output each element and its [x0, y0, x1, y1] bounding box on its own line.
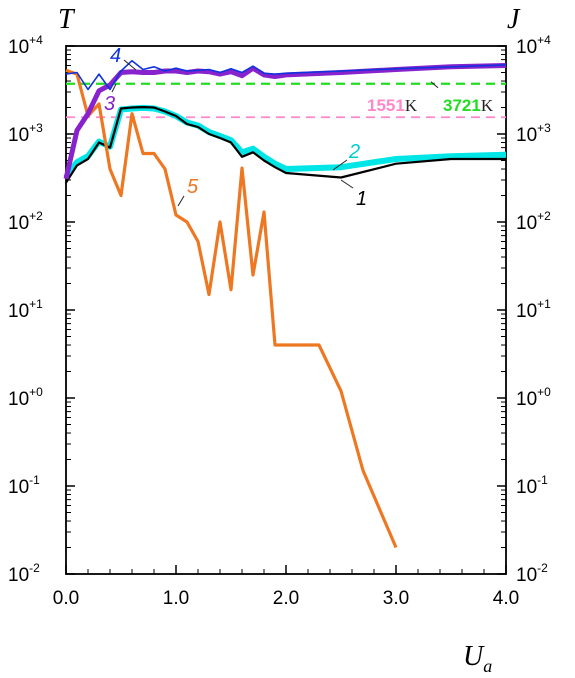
y-tick-label-right: 10+3 [516, 121, 551, 146]
x-tick-label: 4.0 [493, 588, 519, 609]
y-tick-exponent: +1 [29, 297, 43, 311]
y-tick-label-left: 10-1 [8, 473, 40, 498]
reference-leader-3721 [430, 81, 439, 89]
y-tick-exponent: +4 [537, 33, 551, 47]
series-line-1 [65, 105, 506, 184]
series-leader-1 [340, 179, 354, 189]
series-leader-3 [111, 83, 117, 93]
series-label-1: 1 [356, 188, 367, 210]
y-tick-base: 10 [8, 125, 29, 146]
y-tick-base: 10 [8, 301, 29, 322]
x-tick-label: 1.0 [163, 588, 189, 609]
y-tick-exponent: +2 [29, 209, 43, 223]
y-axis-title-right: J [507, 4, 521, 35]
y-tick-base: 10 [516, 213, 537, 234]
y-tick-base: 10 [516, 565, 537, 586]
reference-unit: K [405, 96, 418, 115]
y-tick-base: 10 [8, 477, 29, 498]
y-tick-base: 10 [8, 37, 29, 58]
y-axis-title-left: T [58, 4, 76, 35]
y-tick-base: 10 [8, 213, 29, 234]
y-tick-exponent: -1 [537, 473, 548, 487]
y-tick-label-left: 10+2 [8, 209, 43, 234]
series-line-5 [65, 68, 398, 549]
y-tick-label-right: 10-1 [516, 473, 548, 498]
y-tick-base: 10 [516, 37, 537, 58]
y-tick-label-left: 10+0 [8, 385, 43, 410]
reference-value: 1551 [367, 96, 405, 115]
y-tick-exponent: +1 [537, 297, 551, 311]
y-tick-label-left: 10+1 [8, 297, 43, 322]
series-line-4 [65, 59, 507, 91]
y-tick-label-right: 10+2 [516, 209, 551, 234]
y-tick-label-right: 10+1 [516, 297, 551, 322]
reference-label-3721: 3721K [443, 96, 494, 115]
reference-unit: K [481, 96, 494, 115]
series-label-3: 3 [104, 93, 115, 115]
series-label-4: 4 [110, 45, 121, 67]
y-tick-label-left: 10+3 [8, 121, 43, 146]
y-tick-exponent: +4 [29, 33, 43, 47]
y-tick-exponent: -1 [29, 473, 40, 487]
y-tick-label-right: 10+0 [516, 385, 551, 410]
series-leader-2 [332, 159, 348, 171]
series-label-5: 5 [187, 176, 199, 198]
axis-ticks: 0.0 1.0 2.0 3.0 4.010-2 10-210-1 10-110+0 10+01… [8, 33, 551, 609]
y-tick-exponent: +3 [537, 121, 551, 135]
y-tick-base: 10 [516, 477, 537, 498]
x-tick-label: 3.0 [383, 588, 409, 609]
y-tick-label-left: 10-2 [8, 561, 40, 586]
y-tick-base: 10 [516, 301, 537, 322]
y-tick-base: 10 [516, 389, 537, 410]
series-label-2: 2 [348, 141, 360, 163]
y-tick-exponent: -2 [537, 561, 548, 575]
y-tick-base: 10 [8, 565, 29, 586]
y-tick-exponent: +0 [29, 385, 43, 399]
y-tick-label-right: 10-2 [516, 561, 548, 586]
y-tick-exponent: +3 [29, 121, 43, 135]
x-tick-label: 2.0 [273, 588, 299, 609]
x-axis-title-main: U [463, 641, 485, 672]
reference-label-1551: 1551K [367, 96, 418, 115]
series-leader-5 [177, 195, 185, 207]
series-leader-4 [123, 59, 137, 71]
x-axis-title: Ua [463, 641, 492, 676]
y-tick-label-right: 10+4 [516, 33, 551, 58]
y-tick-exponent: +0 [537, 385, 551, 399]
y-tick-label-left: 10+4 [8, 33, 43, 58]
x-tick-label: 0.0 [53, 588, 79, 609]
y-tick-base: 10 [8, 389, 29, 410]
x-axis-title-subscript: a [483, 656, 492, 676]
series-layer [63, 59, 507, 549]
y-tick-exponent: +2 [537, 209, 551, 223]
y-tick-exponent: -2 [29, 561, 40, 575]
reference-value: 3721 [443, 96, 481, 115]
y-tick-base: 10 [516, 125, 537, 146]
